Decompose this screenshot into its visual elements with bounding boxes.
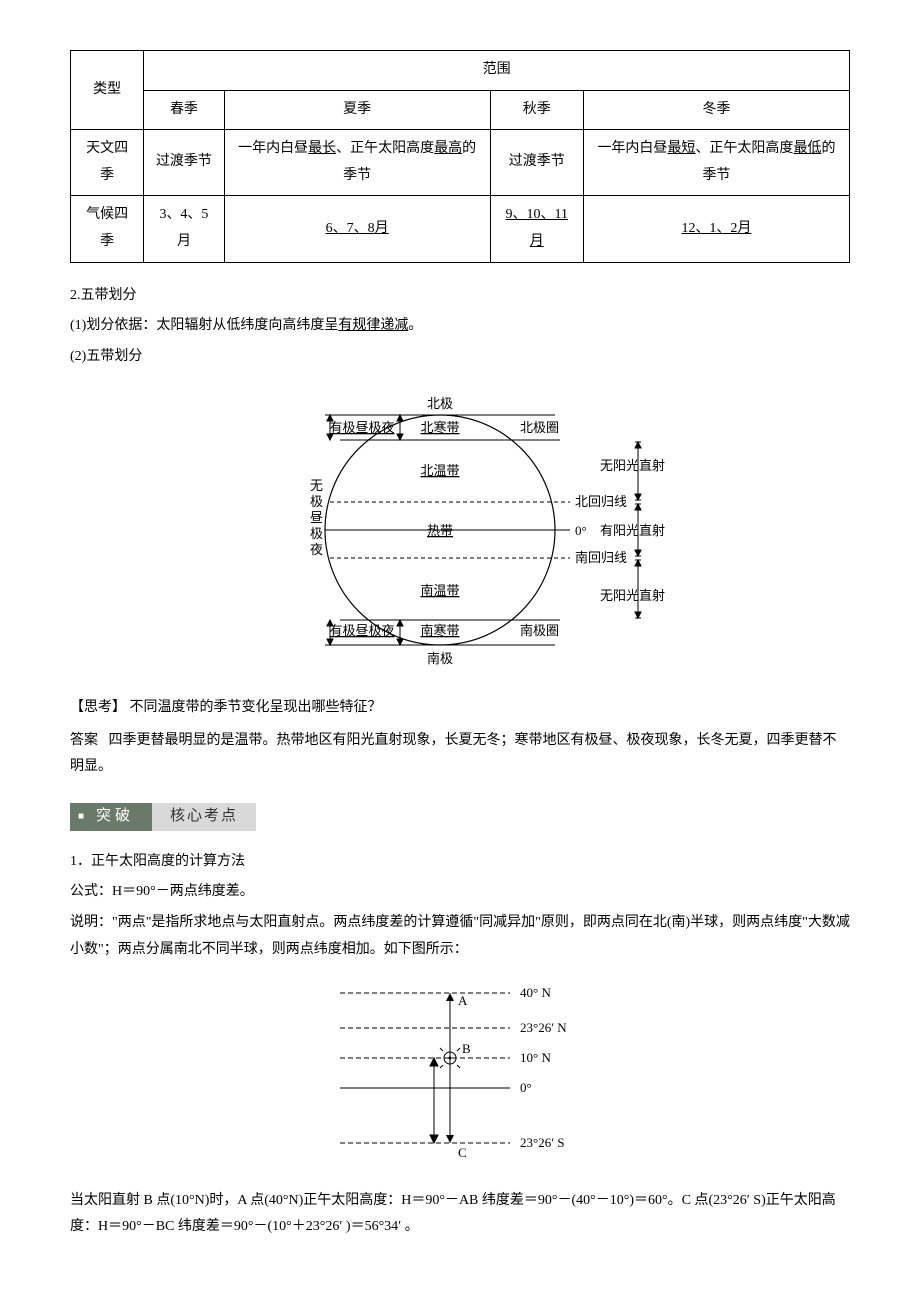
table-row: 天文四季 过渡季节 一年内白昼最长、正午太阳高度最高的季节 过渡季节 一年内白昼… (71, 130, 850, 196)
method-title: 1．正午太阳高度的计算方法 (70, 849, 850, 876)
svg-text:北回归线: 北回归线 (575, 494, 627, 509)
svg-text:无极昼极夜: 无极昼极夜 (310, 478, 323, 557)
thinking-label: 【思考】 (70, 700, 126, 715)
svg-text:10° N: 10° N (520, 1050, 551, 1065)
row1-summer: 一年内白昼最长、正午太阳高度最高的季节 (224, 130, 490, 196)
sec2-line2: (2)五带划分 (70, 344, 850, 371)
th-winter: 冬季 (583, 90, 849, 130)
th-type: 类型 (71, 51, 144, 130)
banner-right: 核心考点 (152, 803, 256, 831)
svg-text:北温带: 北温带 (420, 463, 459, 478)
row1-winter: 一年内白昼最短、正午太阳高度最低的季节 (583, 130, 849, 196)
row2-spring: 3、4、5月 (144, 196, 224, 262)
svg-text:0°: 0° (520, 1080, 532, 1095)
svg-text:无阳光直射: 无阳光直射 (600, 588, 665, 603)
svg-text:C: C (458, 1145, 467, 1160)
svg-text:热带: 热带 (427, 523, 453, 538)
svg-text:北极圈: 北极圈 (520, 420, 559, 435)
svg-text:A: A (458, 993, 468, 1008)
svg-text:23°26′ N: 23°26′ N (520, 1020, 567, 1035)
svg-text:有极昼极夜: 有极昼极夜 (329, 623, 394, 638)
section-banner: 突破 核心考点 (70, 803, 850, 831)
method-formula: 公式：H＝90°－两点纬度差。 (70, 879, 850, 906)
row2-autumn: 9、10、11月 (490, 196, 583, 262)
svg-text:有极昼极夜: 有极昼极夜 (329, 420, 394, 435)
svg-text:南温带: 南温带 (420, 583, 459, 598)
svg-text:南寒带: 南寒带 (420, 623, 459, 638)
table-row: 气候四季 3、4、5月 6、7、8月 9、10、11月 12、1、2月 (71, 196, 850, 262)
sec2-line1: (1)划分依据：太阳辐射从低纬度向高纬度呈有规律递减。 (70, 313, 850, 340)
banner-left: 突破 (70, 803, 152, 831)
svg-text:B: B (462, 1041, 471, 1056)
row1-spring: 过渡季节 (144, 130, 224, 196)
answer-label: 答案 (70, 731, 98, 747)
thinking-question: 【思考】 不同温度带的季节变化呈现出哪些特征？ (70, 695, 850, 722)
calc-paragraph: 当太阳直射 B 点(10°N)时，A 点(40°N)正午太阳高度：H＝90°－A… (70, 1188, 850, 1241)
row1-autumn: 过渡季节 (490, 130, 583, 196)
svg-text:南极圈: 南极圈 (520, 623, 559, 638)
row2-summer: 6、7、8月 (224, 196, 490, 262)
row2-winter: 12、1、2月 (583, 196, 849, 262)
svg-text:无阳光直射: 无阳光直射 (600, 458, 665, 473)
th-summer: 夏季 (224, 90, 490, 130)
zones-diagram: 北极 南极 有极昼极夜 有极昼极夜 无极昼极夜 北寒带 北温带 热带 南温带 南… (70, 380, 850, 681)
svg-text:有阳光直射: 有阳光直射 (600, 523, 665, 538)
latitude-diagram: A B C 40° N 23°26′ N 10° N 0° 23°26′ S (70, 973, 850, 1174)
svg-text:南极: 南极 (427, 651, 453, 666)
method-desc: 说明："两点"是指所求地点与太阳直射点。两点纬度差的计算遵循"同减异加"原则，即… (70, 910, 850, 963)
svg-text:南回归线: 南回归线 (575, 550, 627, 565)
th-range: 范围 (144, 51, 850, 91)
row1-label: 天文四季 (71, 130, 144, 196)
svg-text:40° N: 40° N (520, 985, 551, 1000)
sec2-title: 2.五带划分 (70, 283, 850, 310)
svg-text:0°: 0° (575, 523, 587, 538)
seasons-table: 类型 范围 春季 夏季 秋季 冬季 天文四季 过渡季节 一年内白昼最长、正午太阳… (70, 50, 850, 263)
th-spring: 春季 (144, 90, 224, 130)
svg-text:北极: 北极 (427, 396, 453, 411)
svg-text:北寒带: 北寒带 (420, 420, 459, 435)
svg-text:23°26′ S: 23°26′ S (520, 1135, 565, 1150)
th-autumn: 秋季 (490, 90, 583, 130)
row2-label: 气候四季 (71, 196, 144, 262)
thinking-answer: 答案 四季更替最明显的是温带。热带地区有阳光直射现象，长夏无冬；寒带地区有极昼、… (70, 726, 850, 781)
